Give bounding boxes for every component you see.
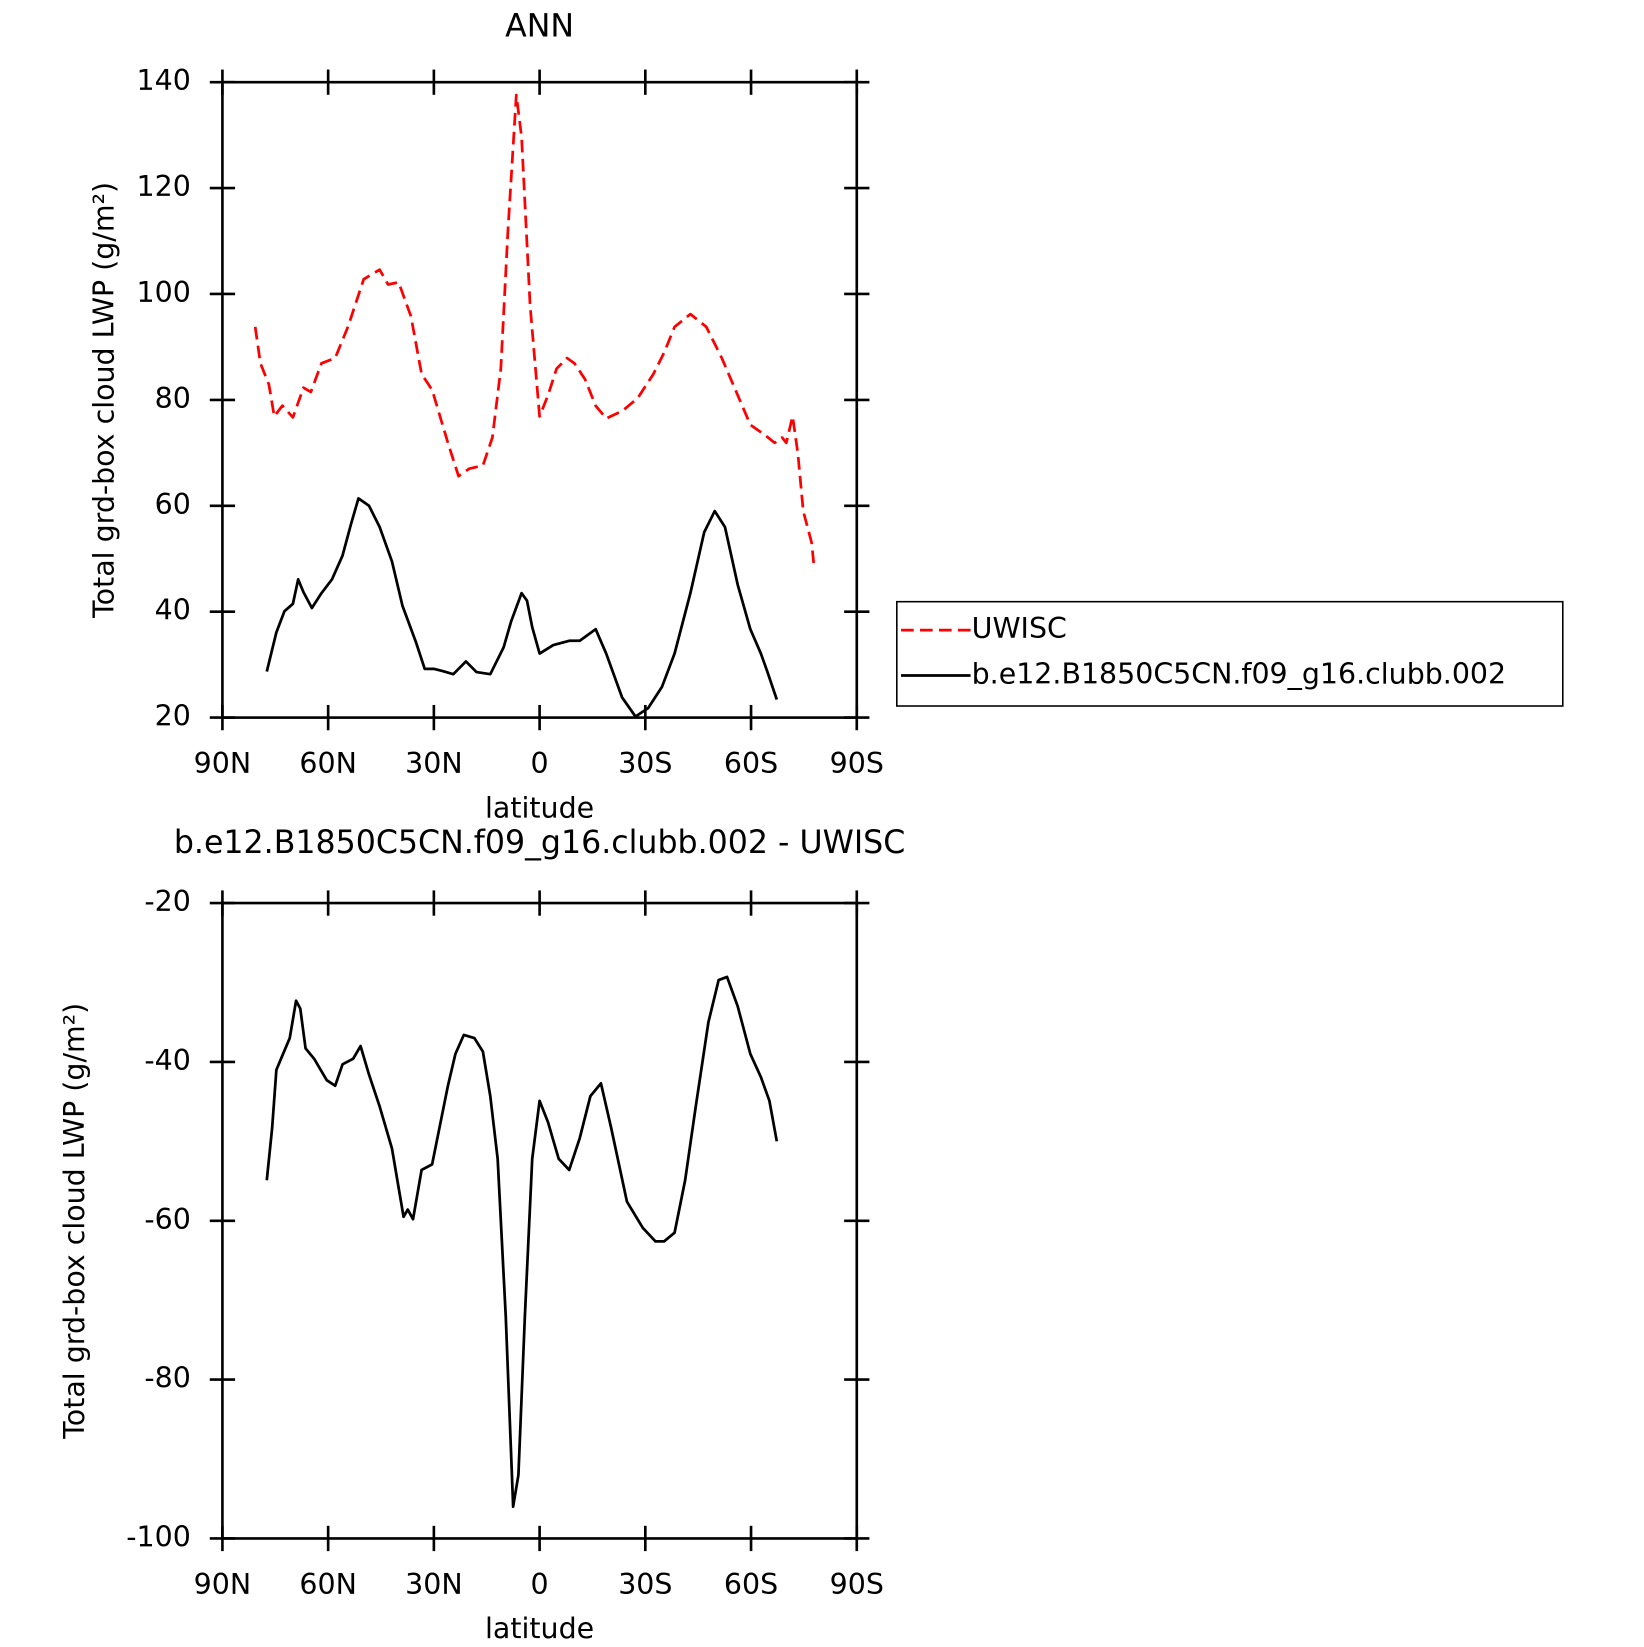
y-tick-label: 40	[155, 594, 191, 627]
y-tick-label: -40	[144, 1044, 190, 1077]
x-tick-label: 90N	[194, 1568, 251, 1601]
legend-label: b.e12.B1850C5CN.f09_g16.clubb.002	[972, 657, 1506, 690]
x-tick-label: 30S	[618, 1568, 672, 1601]
plot-frame	[221, 901, 859, 1540]
plot-frame	[221, 80, 859, 719]
x-tick-label: 30N	[405, 1568, 462, 1601]
y-axis-label: Total grd-box cloud LWP (g/m²)	[87, 182, 120, 619]
x-tick-label: 0	[531, 1568, 549, 1601]
y-tick-label: 60	[155, 488, 191, 521]
y-tick-label: 120	[137, 170, 191, 203]
x-tick-label: 60N	[299, 747, 356, 780]
y-axis-label: Total grd-box cloud LWP (g/m²)	[58, 1003, 91, 1440]
x-axis-label: latitude	[485, 1612, 594, 1645]
x-tick-label: 30N	[405, 747, 462, 780]
y-tick-label: -20	[144, 885, 190, 918]
y-tick-label: 140	[137, 64, 191, 97]
x-tick-label: 60S	[724, 747, 778, 780]
x-axis-label: latitude	[485, 791, 594, 824]
x-tick-label: 60S	[724, 1568, 778, 1601]
x-tick-label: 60N	[299, 1568, 356, 1601]
x-tick-label: 90N	[194, 747, 251, 780]
y-tick-label: -80	[144, 1362, 190, 1395]
y-tick-label: 80	[155, 382, 191, 415]
chart-title: b.e12.B1850C5CN.f09_g16.clubb.002 - UWIS…	[174, 825, 905, 861]
y-tick-label: 100	[137, 276, 191, 309]
x-tick-label: 30S	[618, 747, 672, 780]
y-tick-label: -60	[144, 1203, 190, 1236]
y-tick-label: -100	[126, 1520, 191, 1553]
series-line	[265, 497, 779, 718]
legend-box	[896, 600, 1564, 707]
y-tick-label: 20	[155, 700, 191, 733]
series-line	[265, 975, 779, 1509]
series-line	[253, 93, 816, 565]
x-tick-label: 0	[531, 747, 549, 780]
chart-title: ANN	[505, 8, 574, 44]
legend-label: UWISC	[972, 612, 1067, 645]
x-tick-label: 90S	[830, 1568, 884, 1601]
x-tick-label: 90S	[830, 747, 884, 780]
